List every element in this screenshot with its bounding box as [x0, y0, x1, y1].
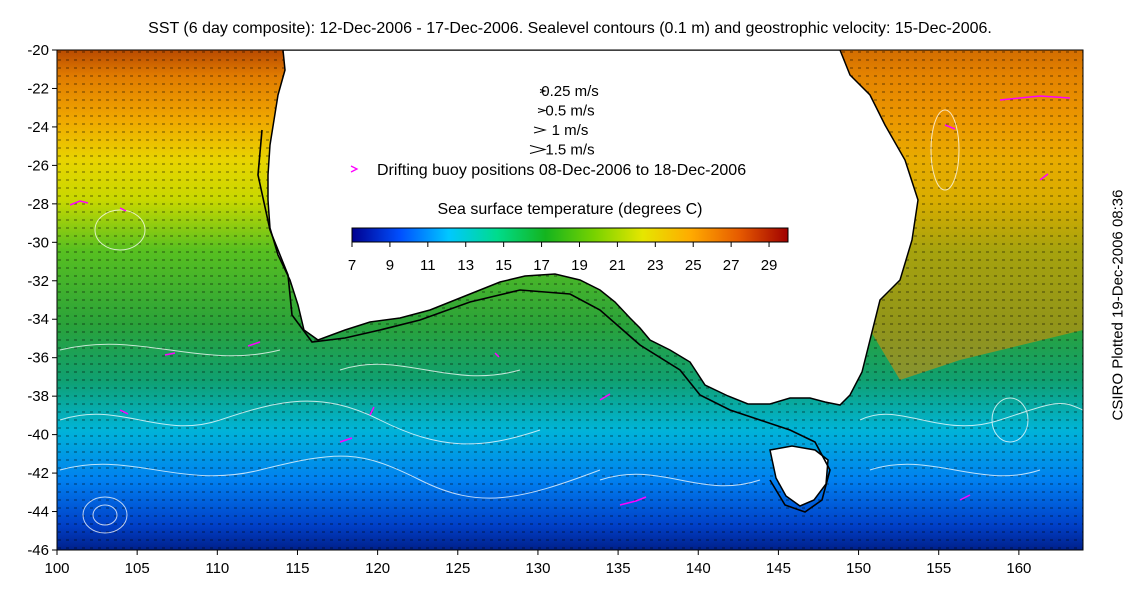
y-tick-label: -32	[27, 273, 49, 290]
tasmania-landmass	[769, 445, 829, 507]
x-tick-label: 150	[846, 560, 871, 577]
map-title: SST (6 day composite): 12-Dec-2006 - 17-…	[148, 20, 992, 37]
x-tick-label: 155	[926, 560, 951, 577]
colorbar-tick-label: 27	[723, 257, 740, 274]
plot-frame	[56, 49, 1084, 551]
colorbar-ticks: 7 9 11 13 15 17 19 21 23 25 27 29	[348, 242, 778, 274]
velocity-legend-label: 0.25 m/s	[541, 83, 599, 100]
y-tick-label: -46	[27, 542, 49, 559]
x-tick-label: 145	[766, 560, 791, 577]
shelf-isobath	[257, 129, 831, 513]
x-tick-label: 110	[205, 560, 229, 577]
colorbar-tick-label: 9	[386, 257, 394, 274]
y-tick-label: -20	[27, 42, 49, 59]
colorbar-tick-label: 25	[685, 257, 702, 274]
colorbar-tick-label: 23	[647, 257, 664, 274]
velocity-arrow-icon	[537, 108, 547, 113]
colorbar-tick-label: 19	[571, 257, 588, 274]
y-tick-label: -38	[27, 388, 49, 405]
x-tick-label: 135	[606, 560, 631, 577]
velocity-legend-label: 1 m/s	[552, 122, 589, 139]
x-axis-ticks: 100 105 110 115 120 125 130 135 140 145 150 155 160	[44, 550, 1031, 577]
velocity-legend-label: 1.5 m/s	[545, 142, 594, 159]
y-tick-label: -34	[27, 311, 49, 328]
buoy-tracks	[69, 95, 1071, 506]
y-tick-label: -24	[27, 119, 49, 136]
colorbar-tick-label: 7	[348, 257, 356, 274]
y-tick-label: -36	[27, 350, 49, 367]
y-tick-label: -26	[27, 157, 49, 174]
buoy-marker-icon	[350, 165, 359, 173]
buoy-legend-label: Drifting buoy positions 08-Dec-2006 to 1…	[377, 162, 746, 179]
x-tick-label: 160	[1006, 560, 1031, 577]
x-tick-label: 140	[686, 560, 711, 577]
y-tick-label: -44	[27, 504, 49, 521]
y-tick-label: -30	[27, 234, 49, 251]
velocity-arrow-icon	[533, 126, 547, 134]
velocity-legend-label: 0.5 m/s	[545, 103, 594, 120]
y-tick-label: -40	[27, 427, 49, 444]
x-tick-label: 115	[286, 560, 310, 577]
x-tick-label: 125	[445, 560, 470, 577]
x-tick-label: 100	[44, 560, 69, 577]
x-tick-label: 105	[125, 560, 150, 577]
colorbar-tick-label: 17	[533, 257, 550, 274]
y-tick-label: -28	[27, 196, 49, 213]
colorbar-title: Sea surface temperature (degrees C)	[437, 201, 702, 218]
colorbar-tick-label: 29	[761, 257, 778, 274]
colorbar-tick-label: 11	[420, 257, 436, 274]
colorbar-tick-label: 15	[495, 257, 512, 274]
y-axis-ticks: -20 -22 -24 -26 -28 -30 -32 -34 -36 -38 -40 -42 -44 -…	[27, 42, 57, 559]
colorbar-bar	[351, 227, 789, 243]
colorbar-tick-label: 13	[457, 257, 474, 274]
x-tick-label: 130	[525, 560, 550, 577]
y-tick-label: -22	[27, 80, 49, 97]
y-tick-label: -42	[27, 465, 49, 482]
velocity-arrow-icon	[529, 145, 547, 154]
colorbar-tick-label: 21	[609, 257, 626, 274]
sealevel-contours	[59, 109, 1083, 534]
x-tick-label: 120	[365, 560, 390, 577]
velocity-arrow-icon	[539, 89, 547, 93]
velocity-legend: 0.25 m/s 0.5 m/s 1 m/s 1.5 m/s Drifting buoy…	[350, 83, 746, 179]
